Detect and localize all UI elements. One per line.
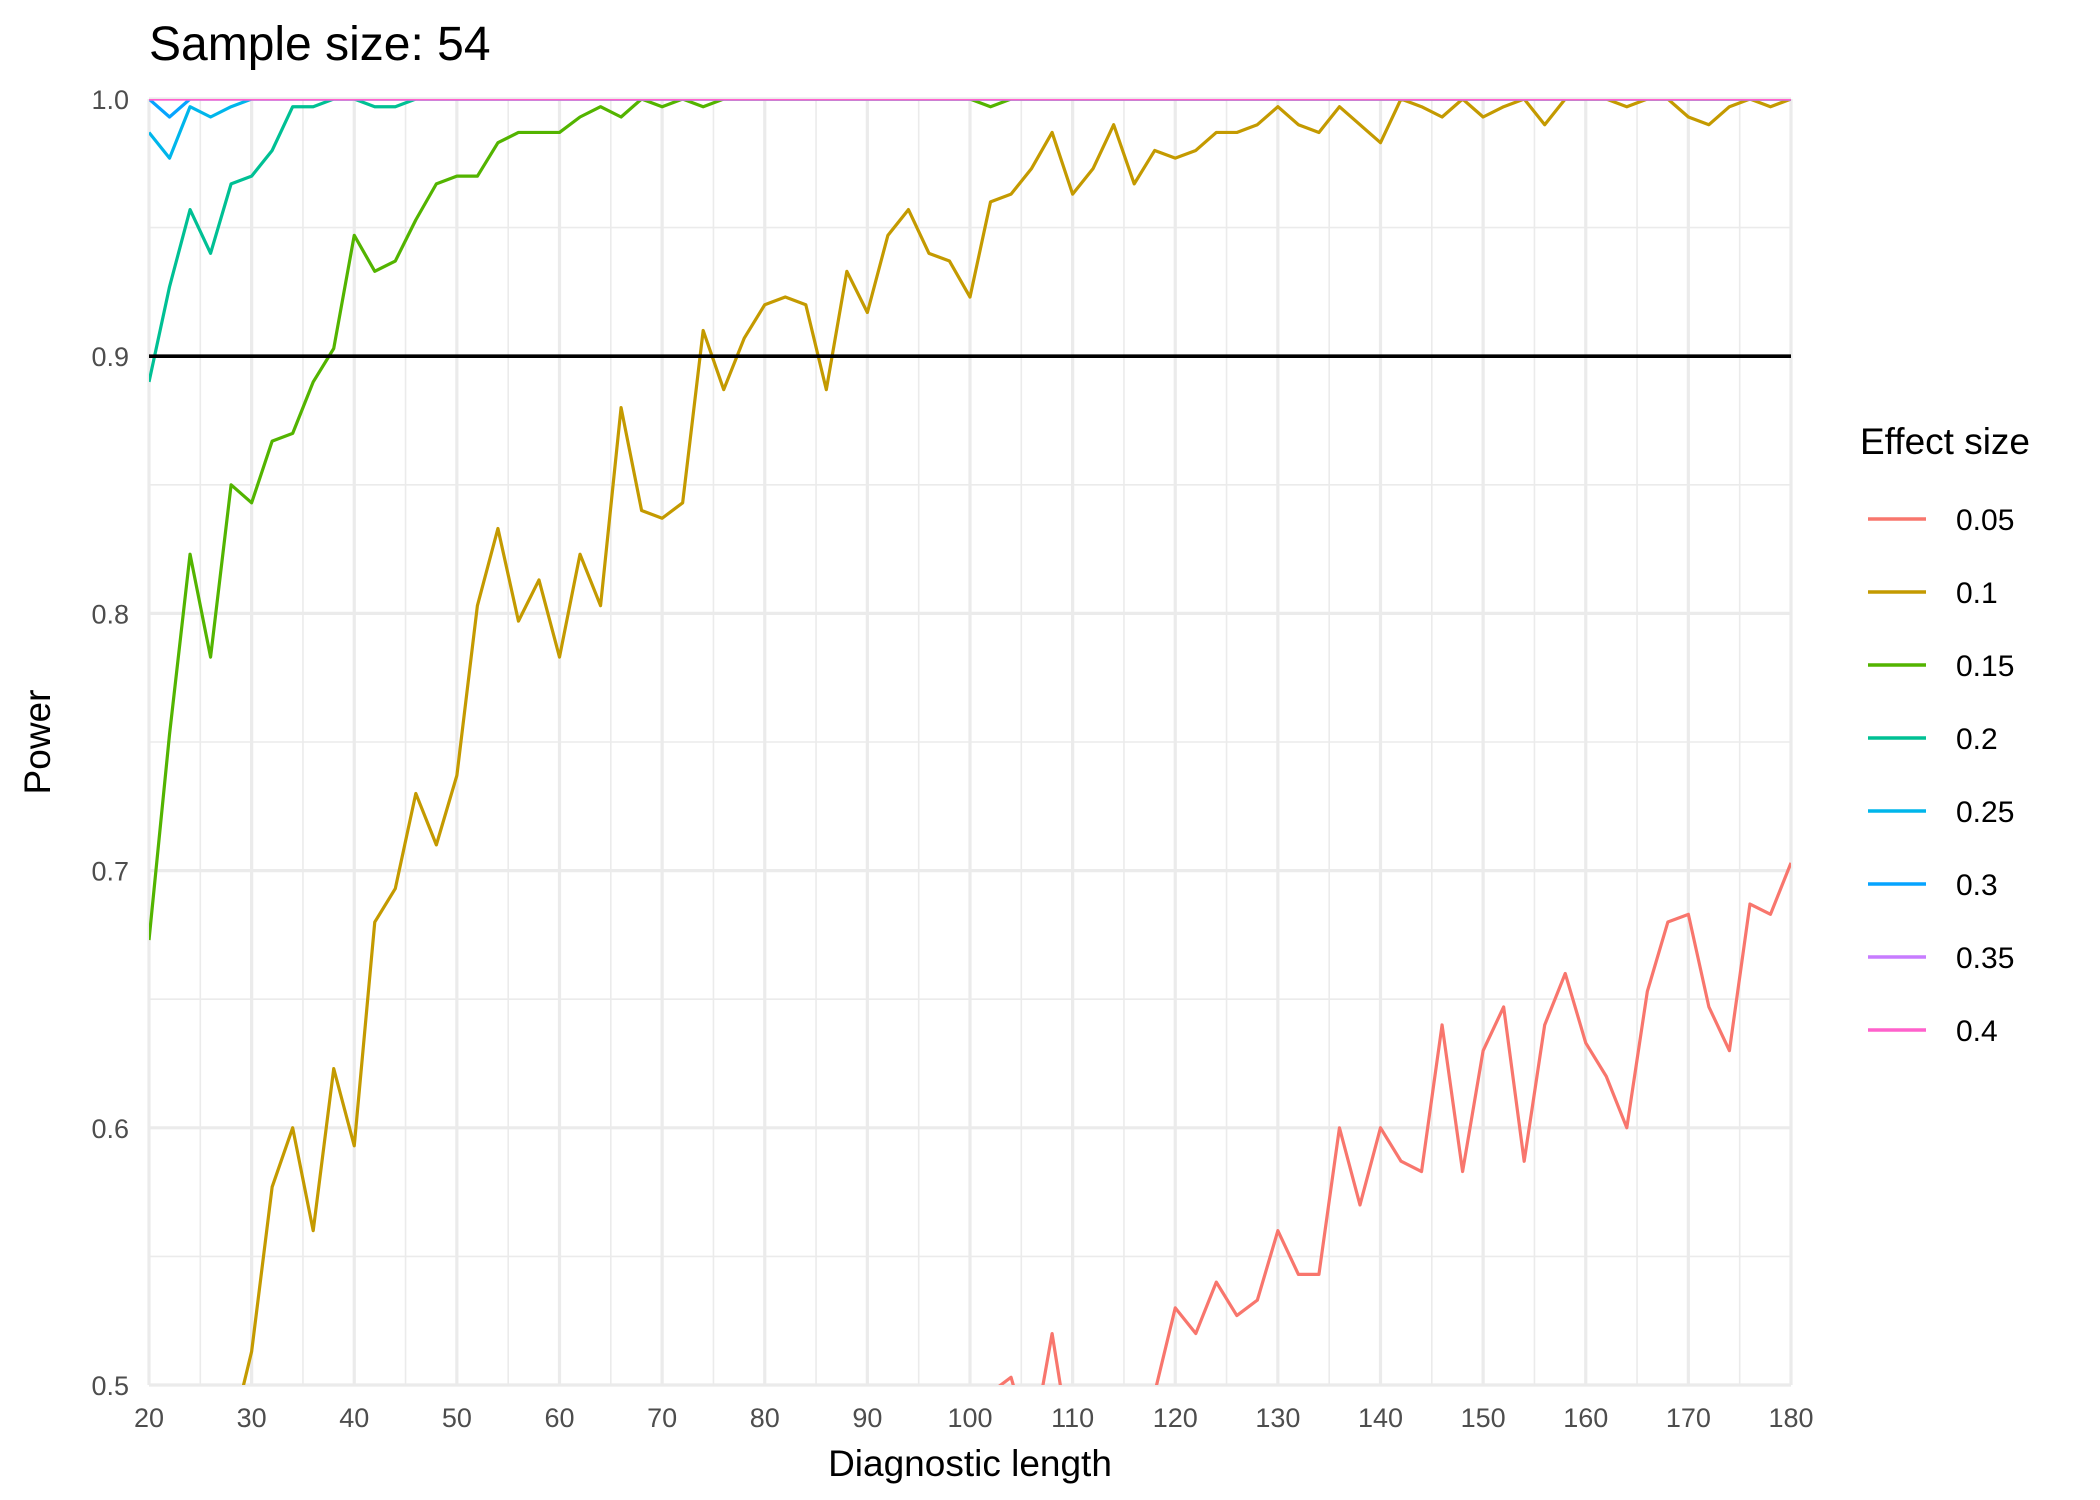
x-axis-ticks: 20 30 40 50 60 70 80 90 100 110 120 130 140 150 160 170… [134,1403,1814,1433]
legend-label-0-2: 0.2 [1956,723,1998,756]
y-tick-label: 0.9 [91,342,129,372]
x-tick-label: 90 [852,1403,882,1433]
legend-label-0-3: 0.3 [1956,869,1998,902]
legend: Effect size 0.05 0.1 0.15 0.2 0.25 0.3 0.35 0.4 [1860,421,2030,1048]
y-tick-label: 0.7 [91,857,129,887]
x-tick-label: 50 [442,1403,472,1433]
x-tick-label: 100 [947,1403,992,1433]
y-tick-label: 1.0 [91,85,129,115]
y-tick-label: 0.8 [91,599,129,629]
legend-label-0-1: 0.1 [1956,577,1998,610]
legend-label-0-25: 0.25 [1956,796,2014,829]
series-lines [149,99,1791,1385]
x-tick-label: 130 [1255,1403,1300,1433]
y-tick-label: 0.6 [91,1114,129,1144]
x-tick-label: 110 [1051,1403,1094,1433]
y-axis-ticks: 0.5 0.6 0.7 0.8 0.9 1.0 [91,85,129,1401]
legend-label-0-35: 0.35 [1956,942,2014,975]
y-axis-title: Power [17,690,58,795]
series-line-0-1 [241,99,1791,1385]
major-gridlines [147,97,1793,1387]
x-tick-label: 140 [1358,1403,1403,1433]
x-tick-label: 170 [1666,1403,1711,1433]
legend-label-0-15: 0.15 [1956,650,2014,683]
legend-title: Effect size [1860,421,2030,462]
x-tick-label: 60 [544,1403,574,1433]
series-line-0-15 [149,99,1791,941]
x-axis-title: Diagnostic length [828,1443,1112,1484]
chart-title: Sample size: 54 [149,18,491,71]
legend-items: 0.05 0.1 0.15 0.2 0.25 0.3 0.35 0.4 [1868,504,2014,1048]
series-line-0-05 [998,862,1791,1385]
legend-label-0-05: 0.05 [1956,504,2014,537]
x-tick-label: 70 [647,1403,677,1433]
y-tick-label: 0.5 [91,1371,129,1401]
x-tick-label: 150 [1461,1403,1506,1433]
x-tick-label: 120 [1153,1403,1198,1433]
x-tick-label: 180 [1768,1403,1813,1433]
x-tick-label: 30 [237,1403,267,1433]
x-tick-label: 20 [134,1403,164,1433]
x-tick-label: 160 [1563,1403,1608,1433]
x-tick-label: 80 [750,1403,780,1433]
legend-label-0-4: 0.4 [1956,1015,1998,1048]
x-tick-label: 40 [339,1403,369,1433]
